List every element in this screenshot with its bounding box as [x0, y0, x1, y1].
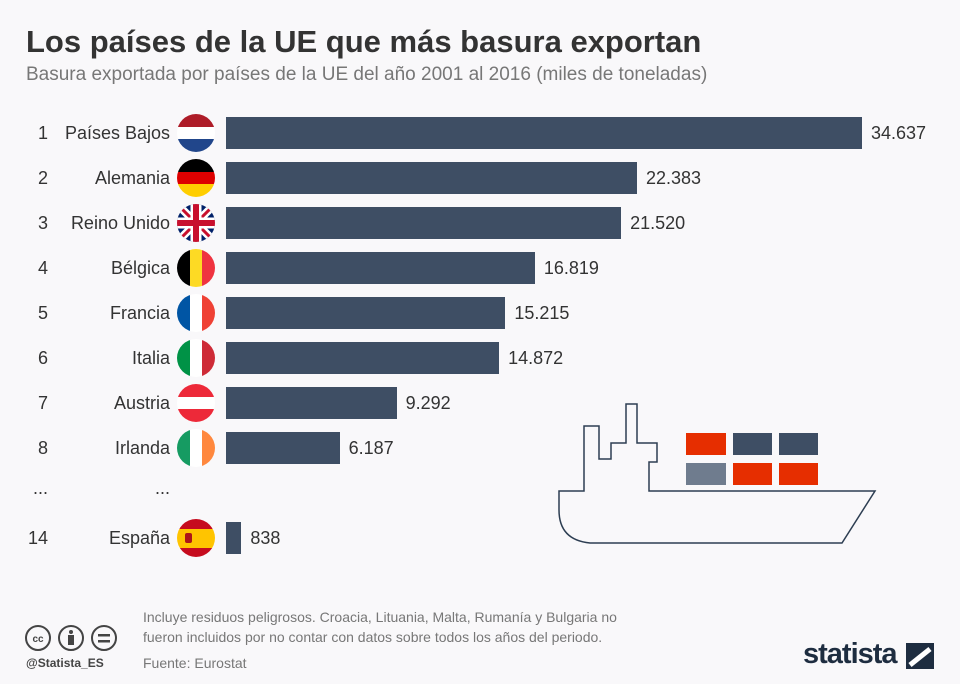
container	[779, 433, 818, 455]
chart-title: Los países de la UE que más basura expor…	[26, 24, 702, 59]
bar	[226, 252, 535, 284]
bar	[226, 387, 397, 419]
container	[733, 433, 772, 455]
value-label: 838	[250, 528, 281, 548]
value-label: 22.383	[645, 168, 702, 188]
country-label: Reino Unido	[70, 213, 170, 233]
bar	[226, 432, 340, 464]
statista-logo[interactable]: statista	[803, 638, 898, 670]
bar	[226, 117, 862, 149]
country-label: Países Bajos	[64, 123, 170, 143]
footnote-line1: Incluye residuos peligrosos. Croacia, Li…	[143, 609, 617, 625]
twitter-handle: @Statista_ES	[26, 656, 104, 670]
flag-icon	[177, 384, 215, 422]
source: Fuente: Eurostat	[143, 655, 247, 671]
bar	[226, 162, 637, 194]
value-label: 14.872	[508, 348, 564, 368]
rank-label: 6	[37, 348, 48, 368]
rank-label: 14	[27, 528, 48, 548]
rank-label: 2	[37, 168, 48, 188]
flag-icon	[177, 159, 215, 197]
bar	[226, 297, 506, 329]
country-label: Austria	[113, 393, 170, 413]
flag-icon	[177, 114, 215, 152]
footnote-line2: fueron incluidos por no contar con datos…	[143, 629, 603, 645]
ellipsis-rank: ...	[32, 478, 48, 498]
value-label: 16.819	[543, 258, 599, 278]
rank-label: 1	[37, 123, 48, 143]
container	[733, 463, 772, 485]
container	[686, 433, 726, 455]
svg-text:cc: cc	[32, 634, 44, 645]
flag-icon	[177, 429, 215, 467]
value-label: 21.520	[630, 213, 686, 233]
rank-label: 3	[37, 213, 48, 233]
country-label: España	[108, 528, 170, 548]
ellipsis-name: ...	[154, 478, 170, 498]
country-label: Francia	[109, 303, 170, 323]
bar	[226, 207, 622, 239]
bar	[226, 342, 500, 374]
rank-label: 4	[37, 258, 48, 278]
container	[779, 463, 818, 485]
value-label: 34.637	[871, 123, 927, 143]
bar	[226, 522, 242, 554]
value-label: 15.215	[514, 303, 570, 323]
flag-icon	[177, 519, 215, 557]
country-label: Irlanda	[114, 438, 170, 458]
country-label: Italia	[131, 348, 170, 368]
ship-icon	[558, 403, 877, 544]
rank-label: 8	[37, 438, 48, 458]
flag-icon	[177, 339, 215, 377]
container	[686, 463, 726, 485]
flag-icon	[177, 249, 215, 287]
flag-icon	[177, 294, 215, 332]
cc-license-icons: cc	[24, 624, 119, 657]
statista-logo-icon	[906, 643, 934, 669]
rank-label: 7	[37, 393, 48, 413]
value-label: 6.187	[348, 438, 394, 458]
rank-label: 5	[37, 303, 48, 323]
country-label: Bélgica	[110, 258, 170, 278]
chart-subtitle: Basura exportada por países de la UE del…	[26, 64, 708, 85]
value-label: 9.292	[405, 393, 451, 413]
country-label: Alemania	[94, 168, 170, 188]
